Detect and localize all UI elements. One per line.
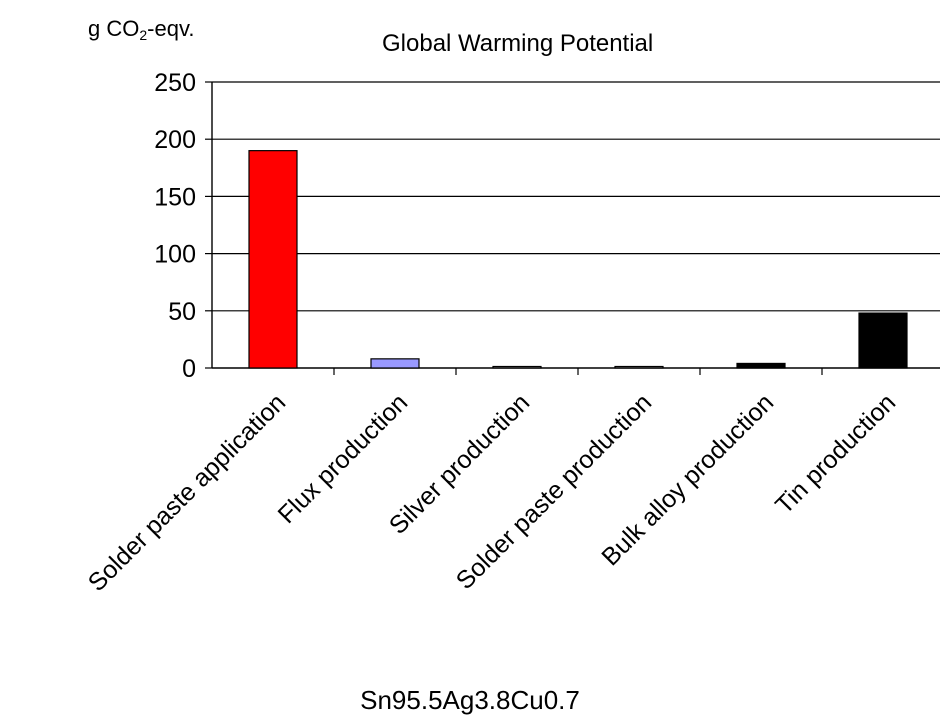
bar-flux-production: [370, 358, 420, 369]
bar-bulk-alloy-production: [736, 362, 786, 369]
axes: [205, 81, 940, 375]
x-tick-label: Tin production: [770, 388, 901, 519]
x-tick-label: Flux production: [273, 388, 414, 529]
y-tick-label: 200: [154, 126, 196, 154]
bar-solder-paste-production: [614, 365, 664, 369]
y-tick-label: 150: [154, 183, 196, 211]
y-tick-label: 250: [154, 69, 196, 97]
bars: [248, 150, 908, 369]
y-tick-label: 0: [182, 355, 196, 383]
y-tick-labels: 0 50 100 150 200 250: [154, 69, 196, 383]
x-tick-label: Solder paste production: [451, 388, 658, 595]
bar-tin-production: [858, 312, 908, 369]
gridlines: [212, 81, 940, 312]
bar-solder-paste-application: [248, 150, 298, 369]
x-tick-label: Solder paste application: [83, 388, 291, 596]
y-axis-label: g CO2-eqv.: [88, 16, 195, 43]
x-axis-title: Sn95.5Ag3.8Cu0.7: [360, 685, 580, 715]
y-tick-label: 100: [154, 241, 196, 269]
y-tick-label: 50: [168, 298, 196, 326]
bar-silver-production: [492, 365, 542, 369]
chart-title: Global Warming Potential: [382, 30, 654, 57]
